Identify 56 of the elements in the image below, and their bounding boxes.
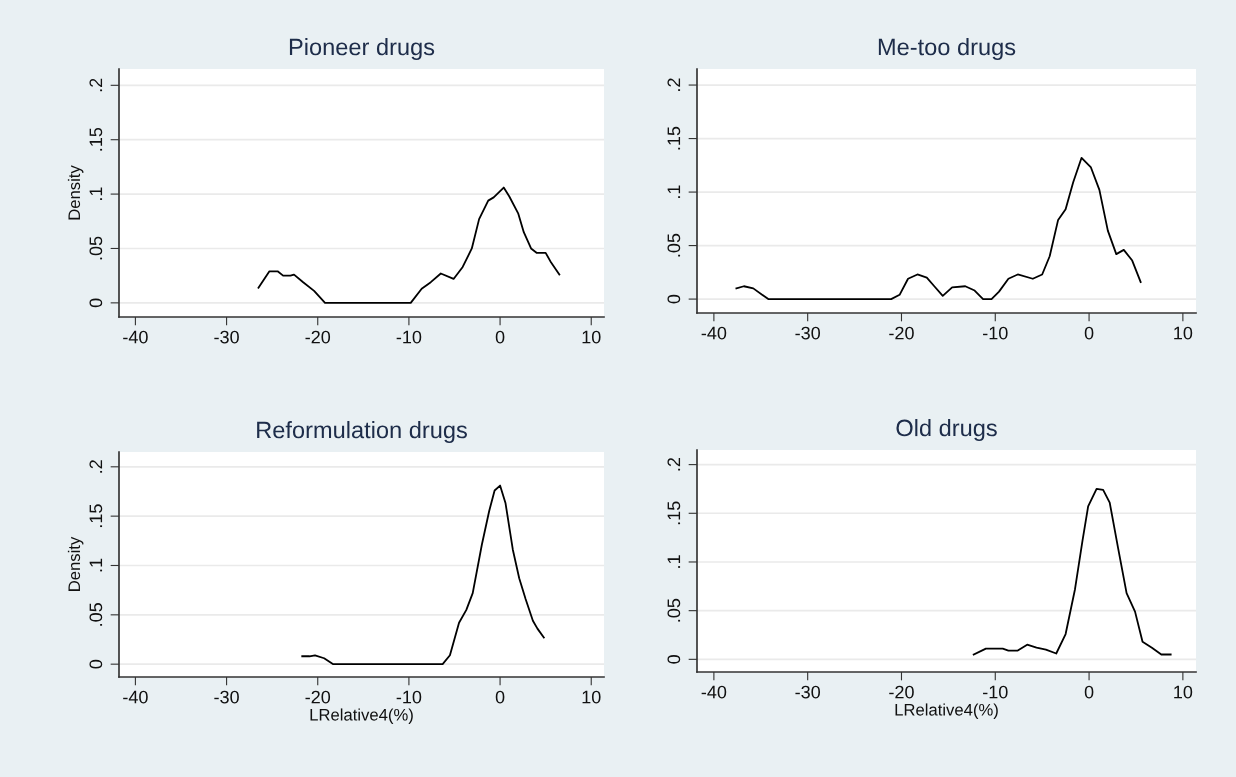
x-tick-label: -30 <box>214 690 239 704</box>
x-tick-label: 0 <box>495 690 505 704</box>
y-tick-label: 0 <box>667 294 681 304</box>
y-tick-label: .15 <box>667 126 681 150</box>
x-tick-label: -20 <box>305 330 331 344</box>
y-tick-label: .15 <box>89 504 103 528</box>
y-tick-label: .1 <box>667 185 681 198</box>
chart-title: Me-too drugs <box>878 38 1016 61</box>
x-axis-title: LRelative4(%) <box>310 708 413 724</box>
y-tick-label: 0 <box>667 655 681 664</box>
y-tick-label: .05 <box>667 233 681 257</box>
y-tick-label: 0 <box>89 659 103 669</box>
x-tick-label: 10 <box>1174 326 1193 340</box>
chart-title: Reformulation drugs <box>257 421 467 444</box>
x-tick-label: -40 <box>701 685 727 699</box>
x-axis-title: LRelative4(%) <box>895 703 998 719</box>
y-tick-label: .1 <box>89 558 103 572</box>
y-tick-label: .15 <box>667 501 681 525</box>
x-tick-label: -30 <box>214 330 239 344</box>
x-tick-label: 10 <box>582 330 601 344</box>
y-tick-label: .2 <box>89 78 103 92</box>
chart-title: Pioneer drugs <box>289 38 435 61</box>
y-tick-label: .2 <box>667 457 681 471</box>
x-tick-label: 0 <box>1084 326 1094 340</box>
x-tick-label: -10 <box>983 326 1008 340</box>
x-tick-label: -40 <box>701 326 727 340</box>
line-series <box>257 186 561 304</box>
y-tick-label: 0 <box>89 298 103 308</box>
x-tick-label: -30 <box>795 685 821 699</box>
x-tick-label: 10 <box>582 690 601 704</box>
y-tick-label: .05 <box>89 236 103 260</box>
x-tick-label: 0 <box>1084 685 1094 699</box>
x-tick-label: 0 <box>495 330 505 344</box>
y-tick-label: .1 <box>667 555 681 568</box>
line-series <box>735 156 1142 300</box>
y-tick-label: .15 <box>89 127 103 151</box>
line-series <box>972 488 1172 656</box>
x-tick-label: -10 <box>396 690 422 704</box>
x-tick-label: -30 <box>795 326 821 340</box>
x-tick-label: -10 <box>396 330 422 344</box>
x-tick-label: -20 <box>305 690 331 704</box>
x-tick-label: -10 <box>983 685 1008 699</box>
y-tick-label: .1 <box>89 187 103 200</box>
x-tick-label: 10 <box>1174 685 1193 699</box>
y-axis-title: Density <box>67 165 84 220</box>
chart-title: Old drugs <box>896 419 997 442</box>
x-tick-label: -40 <box>123 690 148 704</box>
x-tick-label: -40 <box>123 330 148 344</box>
y-tick-label: .05 <box>667 598 681 622</box>
x-tick-label: -20 <box>889 326 914 340</box>
y-axis-title: Density <box>67 536 84 591</box>
y-tick-label: .2 <box>89 460 103 473</box>
y-tick-label: .2 <box>667 78 681 91</box>
y-tick-label: .05 <box>89 603 103 626</box>
x-tick-label: -20 <box>889 685 914 699</box>
line-series <box>301 484 545 666</box>
